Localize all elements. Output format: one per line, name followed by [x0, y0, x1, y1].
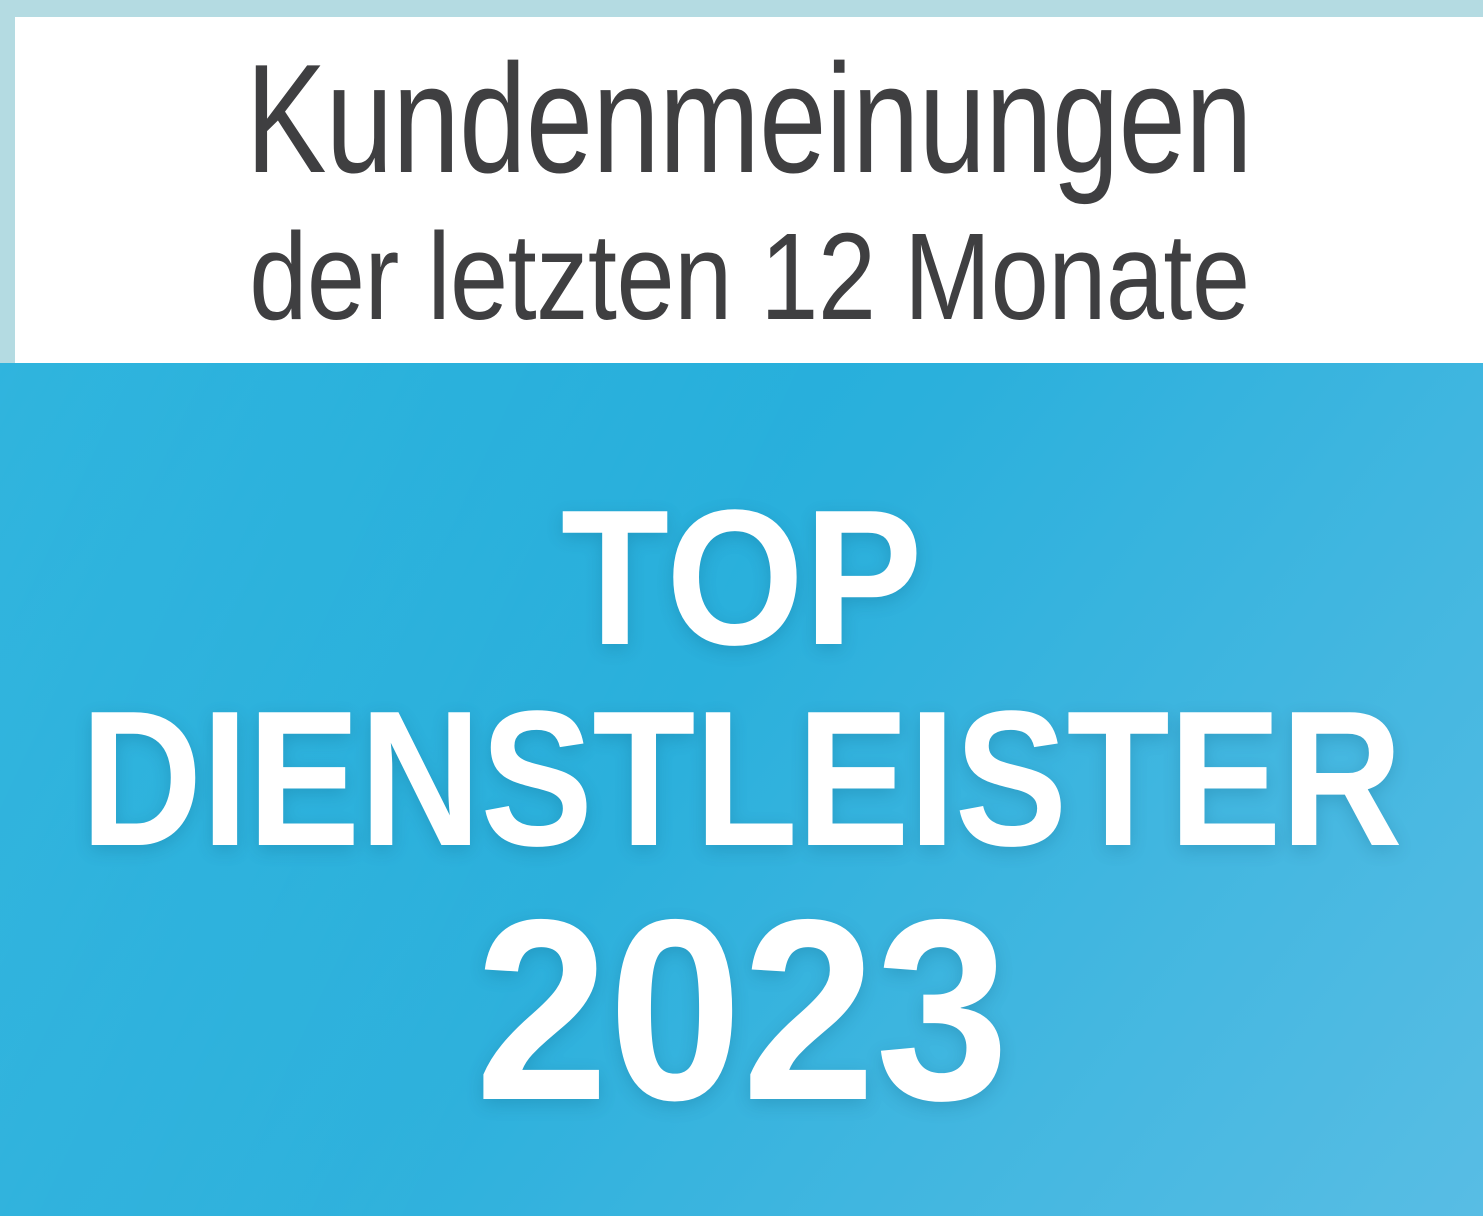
header-subtitle: der letzten 12 Monate	[248, 209, 1250, 346]
seal-year: 2023	[474, 865, 1009, 1154]
badge-border-top	[0, 0, 1483, 17]
header-title: Kundenmeinungen	[245, 32, 1253, 205]
seal-background: TOP DIENSTLEISTER 2023	[0, 363, 1483, 1216]
badge-border-left	[0, 17, 15, 363]
seal-word-top: TOP	[560, 469, 923, 685]
badge-header: Kundenmeinungen der letzten 12 Monate	[15, 17, 1483, 363]
seal-word-dienstleister: DIENSTLEISTER	[80, 670, 1403, 886]
